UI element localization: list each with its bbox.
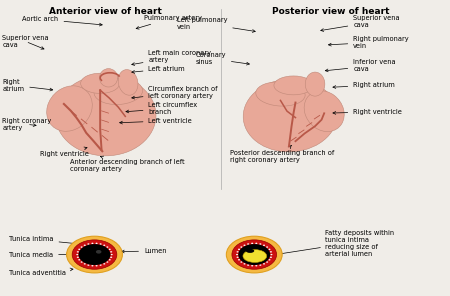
Circle shape — [99, 264, 102, 266]
Circle shape — [270, 257, 272, 258]
Text: Tunica adventitia: Tunica adventitia — [9, 268, 73, 276]
Text: Fatty deposits within
tunica intima
reducing size of
arterial lumen: Fatty deposits within tunica intima redu… — [325, 230, 394, 257]
Circle shape — [266, 261, 268, 263]
Circle shape — [268, 259, 270, 260]
Circle shape — [251, 265, 253, 266]
Circle shape — [103, 263, 105, 265]
Circle shape — [84, 263, 86, 265]
Circle shape — [77, 251, 79, 252]
Text: Right ventricle: Right ventricle — [40, 147, 89, 157]
Text: Aortic arch: Aortic arch — [22, 16, 102, 26]
Circle shape — [67, 236, 122, 273]
Text: Right
atrium: Right atrium — [2, 79, 53, 92]
Ellipse shape — [94, 79, 143, 104]
Ellipse shape — [118, 70, 138, 95]
Circle shape — [84, 244, 86, 246]
Circle shape — [91, 243, 94, 244]
Circle shape — [232, 240, 277, 269]
Text: Left ventricle: Left ventricle — [120, 118, 192, 124]
Circle shape — [255, 265, 257, 266]
Circle shape — [96, 250, 102, 254]
Circle shape — [243, 244, 246, 246]
Circle shape — [108, 259, 111, 260]
Text: Anterior descending branch of left
coronary artery: Anterior descending branch of left coron… — [70, 156, 184, 172]
Circle shape — [106, 246, 108, 248]
Text: Superior vena
cava: Superior vena cava — [321, 15, 400, 31]
Ellipse shape — [243, 250, 267, 263]
Text: Lumen: Lumen — [122, 248, 166, 254]
Text: Left atrium: Left atrium — [132, 66, 185, 73]
Circle shape — [79, 244, 110, 265]
Circle shape — [99, 243, 102, 245]
Circle shape — [87, 243, 90, 245]
Circle shape — [108, 249, 111, 250]
Ellipse shape — [99, 69, 117, 87]
Circle shape — [95, 243, 98, 244]
Text: Inferior vena
cava: Inferior vena cava — [325, 59, 396, 72]
Circle shape — [255, 243, 257, 244]
Ellipse shape — [246, 249, 254, 253]
Circle shape — [243, 263, 246, 265]
Circle shape — [237, 251, 239, 252]
Circle shape — [111, 254, 112, 255]
Circle shape — [247, 243, 249, 245]
Circle shape — [106, 261, 108, 263]
Circle shape — [270, 251, 272, 252]
Ellipse shape — [256, 82, 305, 106]
Text: Posterior view of heart: Posterior view of heart — [272, 7, 390, 16]
Ellipse shape — [243, 79, 338, 152]
Circle shape — [266, 246, 268, 248]
Circle shape — [81, 261, 83, 263]
Text: Left circumflex
branch: Left circumflex branch — [126, 102, 198, 115]
Circle shape — [236, 254, 238, 255]
Text: Left pulmonary
vein: Left pulmonary vein — [177, 17, 255, 32]
Circle shape — [270, 254, 272, 255]
Circle shape — [259, 264, 261, 266]
Text: Posterior descending branch of
right coronary artery: Posterior descending branch of right cor… — [230, 145, 334, 163]
Ellipse shape — [81, 73, 120, 94]
Text: Right coronary
artery: Right coronary artery — [2, 118, 51, 131]
Circle shape — [110, 257, 112, 258]
Circle shape — [263, 244, 265, 246]
Text: Pulmonary artery: Pulmonary artery — [136, 15, 202, 29]
Text: Right atrium: Right atrium — [333, 82, 395, 89]
Circle shape — [238, 249, 240, 250]
Circle shape — [226, 236, 282, 273]
Ellipse shape — [55, 75, 156, 156]
Circle shape — [240, 246, 243, 248]
Circle shape — [263, 263, 265, 265]
Circle shape — [77, 257, 79, 258]
Circle shape — [76, 254, 78, 255]
Circle shape — [95, 265, 98, 266]
Ellipse shape — [47, 86, 92, 131]
Ellipse shape — [304, 91, 344, 131]
Circle shape — [240, 261, 243, 263]
Circle shape — [103, 244, 105, 246]
Circle shape — [238, 259, 240, 260]
Circle shape — [81, 246, 83, 248]
Ellipse shape — [305, 72, 325, 96]
Circle shape — [268, 249, 270, 250]
Circle shape — [91, 265, 94, 266]
Text: Right ventricle: Right ventricle — [333, 109, 402, 115]
Circle shape — [87, 264, 90, 266]
Circle shape — [259, 243, 261, 245]
Circle shape — [237, 257, 239, 258]
Circle shape — [238, 244, 270, 265]
Circle shape — [110, 251, 112, 252]
Text: Tunica intima: Tunica intima — [9, 236, 78, 245]
Ellipse shape — [274, 76, 313, 95]
Text: Right pulmonary
vein: Right pulmonary vein — [328, 36, 409, 49]
Text: Anterior view of heart: Anterior view of heart — [50, 7, 162, 16]
Circle shape — [72, 240, 117, 269]
Text: Circumflex branch of
left coronary artery: Circumflex branch of left coronary arter… — [132, 86, 218, 99]
Text: Coronary
sinus: Coronary sinus — [195, 52, 249, 65]
Circle shape — [247, 264, 249, 266]
Text: Tunica media: Tunica media — [9, 252, 69, 258]
Text: Left main coronary
artery: Left main coronary artery — [132, 50, 212, 65]
Circle shape — [78, 259, 81, 260]
Circle shape — [251, 243, 253, 244]
Circle shape — [78, 249, 81, 250]
Text: Superior vena
cava: Superior vena cava — [2, 35, 49, 49]
